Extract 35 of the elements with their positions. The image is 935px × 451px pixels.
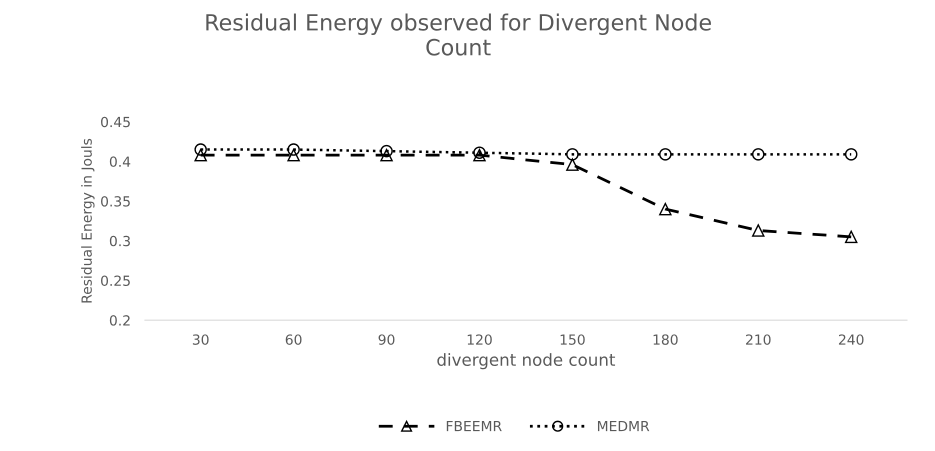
point — [473, 148, 486, 162]
x-tick-label: 90 — [378, 334, 394, 345]
legend-label: FBEEMR — [446, 420, 502, 432]
point — [287, 148, 300, 162]
y-tick-label: 0.45 — [101, 116, 130, 128]
x-tick-label: 120 — [468, 334, 492, 345]
x-tick-label: 210 — [746, 334, 771, 345]
x-tick-label: 150 — [560, 334, 585, 345]
point — [194, 143, 207, 156]
y-tick-label: 0.25 — [101, 275, 130, 286]
y-axis-title: Residual Energy in Jouls — [81, 138, 95, 302]
y-tick-label: 0.35 — [101, 196, 130, 207]
point — [380, 144, 393, 158]
chart-title: Residual Energy observed for Divergent Node Count — [206, 14, 711, 56]
y-tick-label: 0.3 — [110, 236, 130, 246]
point — [566, 148, 579, 161]
point — [287, 143, 300, 156]
x-tick-label: 180 — [654, 334, 678, 345]
x-tick-label: 240 — [838, 334, 864, 345]
x-tick-label: 30 — [192, 334, 209, 345]
point — [844, 230, 858, 244]
point — [194, 148, 207, 162]
point — [566, 158, 579, 171]
point — [752, 148, 765, 161]
y-tick-label: 0.2 — [110, 315, 130, 326]
point — [380, 148, 393, 162]
y-tick-label: 0.4 — [110, 156, 130, 167]
point — [659, 148, 672, 161]
point — [473, 146, 486, 159]
point — [659, 202, 672, 216]
x-axis-title: divergent node count — [437, 353, 616, 370]
x-tick-label: 60 — [286, 334, 302, 345]
point — [752, 224, 765, 237]
legend-label: MEDMR — [598, 420, 650, 432]
point — [844, 148, 858, 161]
